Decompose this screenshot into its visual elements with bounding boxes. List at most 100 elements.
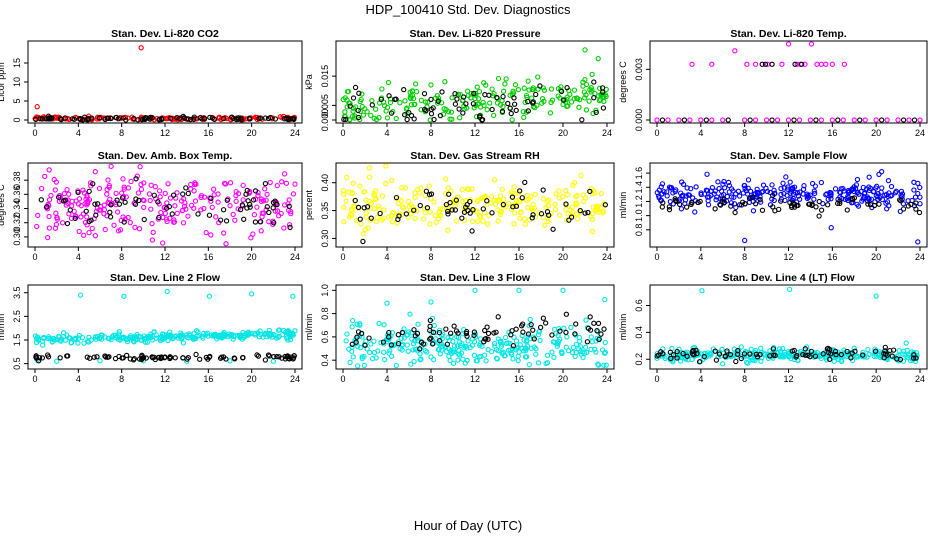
panel-5-primary-point (589, 216, 596, 223)
panel-2-primary-point (548, 86, 555, 92)
panel-9-primary-point (876, 351, 882, 357)
panel-1-secondary-point (39, 116, 46, 122)
panel-8-secondary-point (594, 328, 600, 334)
panel-2-primary-point (472, 95, 478, 102)
panel-4-primary-point (113, 190, 119, 196)
panel-5-primary-point (475, 197, 481, 203)
panel-4-primary-point (136, 226, 143, 232)
panel-8-primary-point (388, 353, 395, 359)
panel-7-primary-point (283, 335, 290, 341)
panel-4-primary-point (118, 190, 125, 196)
panel-7-secondary-point (274, 353, 280, 360)
panel-2-secondary-point (428, 106, 434, 113)
panel-8-primary-point (428, 354, 434, 360)
panel-8-primary-point (519, 345, 525, 351)
panel-4-ytick-label: 0.38 (12, 171, 22, 189)
panel-6-primary-point (704, 171, 710, 177)
panel-2-secondary-point (355, 114, 362, 121)
panel-8-primary-point (387, 348, 393, 354)
panel-5-primary-point (570, 182, 576, 188)
panel-4-primary-point (203, 229, 209, 236)
panel-6-secondary-point (732, 209, 738, 216)
panel-8-primary-point (559, 349, 565, 355)
panel-6-primary-point (769, 182, 775, 188)
panel-4-secondary-point (67, 207, 73, 213)
panel-6-primary-point (771, 187, 777, 193)
panel-2-primary-point (387, 99, 394, 106)
panel-8-secondary-point (427, 336, 433, 342)
panel-5-secondary-point (500, 201, 507, 208)
panel-3-secondary-point (759, 61, 765, 67)
panel-7-secondary-point (265, 352, 272, 358)
panel-1-xtick-label: 8 (119, 128, 124, 138)
panel-8-primary-point (448, 333, 454, 340)
panel-8-primary-point (591, 346, 598, 352)
panel-2-secondary-point (431, 116, 437, 123)
panel-6-primary-point (789, 186, 796, 192)
panel-4-primary-point (258, 196, 265, 202)
panel-1-secondary-point (176, 116, 182, 122)
panel-7-primary-point (212, 331, 218, 337)
panel-4-secondary-point (252, 188, 259, 194)
panel-4-primary-point (104, 191, 110, 197)
panel-2-secondary-point (428, 96, 434, 103)
panel-2-primary-point (529, 86, 535, 93)
panel-7-primary-point (50, 335, 56, 342)
panel-1-secondary-point (57, 116, 64, 122)
panel-4-secondary-point (206, 212, 213, 218)
x-axis-label: Hour of Day (UTC) (414, 518, 522, 533)
panel-8-primary-point (343, 338, 349, 344)
panel-1-secondary-point (187, 116, 194, 123)
panel-5-secondary-point (377, 210, 383, 217)
panel-8-secondary-point (388, 342, 395, 348)
panel-4-primary-point (267, 179, 273, 186)
panel-2-secondary-point (494, 94, 500, 101)
panel-6-primary-point (677, 196, 683, 202)
panel-7-primary-point (193, 328, 200, 334)
panel-4-primary-point (191, 188, 197, 194)
panel-9-primary-point (662, 355, 668, 362)
panel-8-primary-point (510, 356, 516, 362)
panel-2-primary-point (435, 95, 442, 101)
panel-7-secondary-point (262, 357, 269, 363)
panel-3-secondary-point (725, 117, 731, 123)
panel-1-xtick-label: 4 (76, 128, 81, 138)
panel-8-primary-point (435, 346, 441, 353)
panel-2-primary-point (425, 99, 431, 105)
panel-8-secondary-point (448, 330, 454, 336)
panel-8-primary-point (533, 351, 539, 357)
panel-6-secondary-point (683, 204, 690, 210)
panel-2-secondary-point (460, 94, 467, 100)
panel-4-secondary-point (166, 203, 173, 210)
panel-4-primary-point (141, 197, 147, 204)
panel-1-xtick-label: 24 (290, 128, 300, 138)
panel-5-secondary-point (566, 217, 572, 223)
panel-5-primary-point (340, 191, 347, 197)
panel-7-primary-point (77, 292, 84, 298)
panel-6-primary-point (912, 194, 919, 200)
panel-5-secondary-point (530, 212, 536, 218)
panel-9-xtick-label: 0 (654, 374, 659, 384)
panel-7-xtick-label: 16 (203, 374, 213, 384)
panel-7-primary-point (73, 335, 79, 341)
panel-4-secondary-point (156, 214, 162, 221)
panel-3-primary-point (818, 117, 825, 123)
panel-5-primary-point (511, 221, 517, 227)
panel-2-primary-point (564, 96, 570, 103)
panel-6-xtick-label: 4 (698, 252, 703, 262)
panel-5-primary-point (412, 215, 418, 222)
panel-5-primary-point (405, 198, 412, 205)
panel-4-primary-point (115, 228, 122, 234)
panel-2-primary-point (571, 96, 577, 102)
panel-5-primary-point (349, 190, 356, 196)
panel-4-secondary-point (244, 205, 250, 211)
panel-5-primary-point (363, 210, 369, 216)
panel-5-secondary-point (568, 214, 575, 220)
panel-2-secondary-point (579, 117, 585, 123)
panel-2-secondary-point (600, 105, 607, 111)
panel-4-primary-point (276, 213, 282, 219)
panel-2-primary-point (376, 115, 382, 121)
panel-5-primary-point (510, 190, 516, 197)
panel-2-primary-point (410, 95, 417, 102)
panel-4-primary-point (64, 186, 70, 193)
